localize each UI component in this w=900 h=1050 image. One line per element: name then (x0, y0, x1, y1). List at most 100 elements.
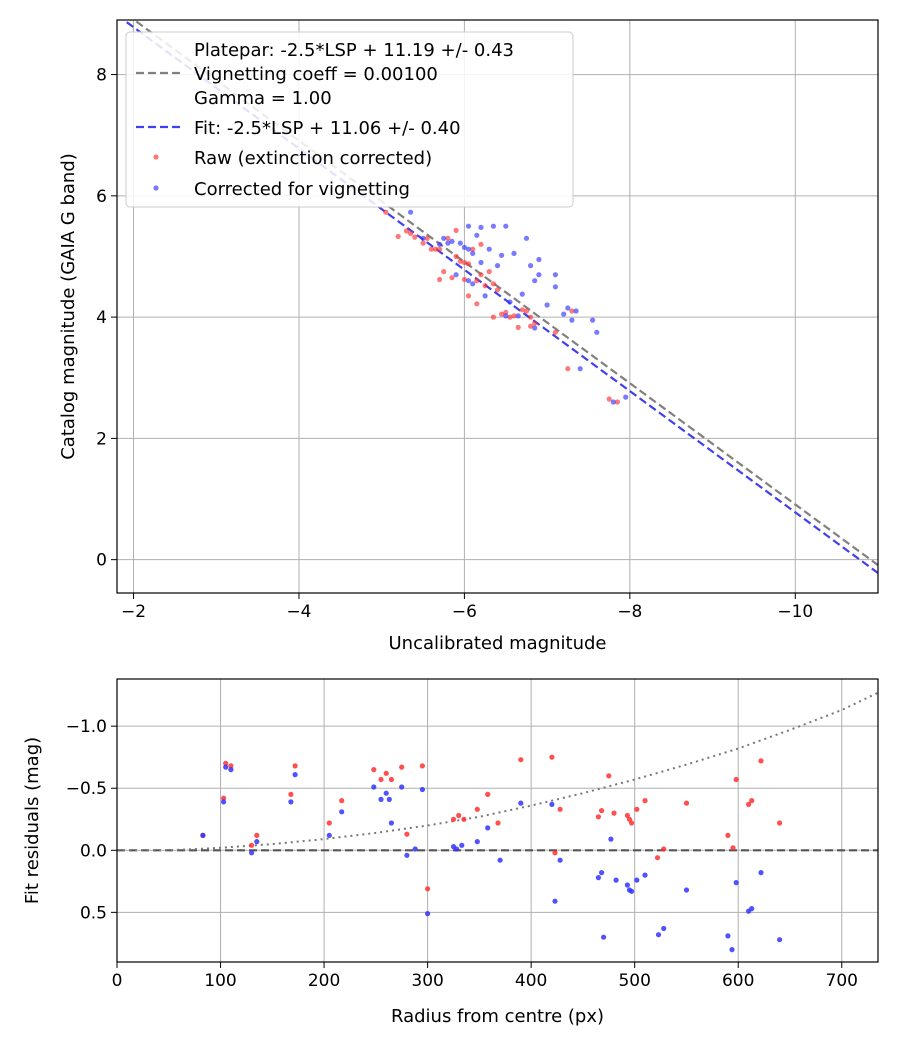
raw-point (254, 832, 260, 839)
corrected-point (661, 925, 667, 932)
raw-point (482, 283, 488, 289)
corrected-point (494, 263, 501, 269)
corrected-point (733, 880, 739, 886)
corrected-point (254, 839, 260, 845)
corrected-point (482, 293, 488, 299)
corrected-point (339, 809, 345, 815)
y-tick-label: 8 (96, 66, 107, 86)
corrected-point (655, 932, 662, 938)
corrected-point (412, 846, 418, 852)
raw-point (490, 314, 496, 320)
raw-point (383, 770, 389, 776)
raw-point (408, 230, 414, 236)
corrected-point (200, 832, 206, 839)
raw-point (461, 259, 467, 266)
corrected-point (445, 240, 451, 246)
legend-box (125, 31, 574, 208)
legend: Platepar: -2.5*LSP + 11.19 +/- 0.43 Vign… (125, 31, 574, 208)
corrected-point (457, 240, 463, 246)
corrected-point (388, 820, 394, 826)
corrected-point (518, 800, 524, 806)
raw-point (725, 832, 731, 839)
y-tick-label: 0 (96, 551, 107, 571)
raw-point (461, 816, 467, 822)
raw-point (518, 757, 524, 763)
raw-point (777, 820, 783, 826)
corrected-point (519, 291, 525, 297)
corrected-point (221, 799, 227, 805)
corrected-point (490, 223, 496, 229)
corrected-point (507, 299, 513, 305)
raw-point (425, 886, 431, 892)
raw-point (528, 314, 534, 320)
top-plot-frame (116, 19, 879, 594)
raw-point (519, 307, 525, 313)
corrected-point (465, 246, 472, 252)
vignetting-line (117, 691, 878, 852)
raw-point (453, 227, 459, 233)
x-tick-label: 0 (112, 971, 123, 991)
raw-point (288, 791, 294, 798)
raw-point (437, 276, 443, 283)
raw-point (437, 246, 443, 252)
raw-point (453, 253, 459, 260)
raw-point (432, 246, 439, 252)
corrected-point (326, 832, 332, 839)
top-y-axis-label: Catalog magnitude (GAIA G band) (58, 153, 79, 460)
corrected-point (511, 250, 517, 256)
raw-point (221, 795, 227, 801)
corrected-point (408, 209, 414, 215)
corrected-point (532, 278, 538, 284)
raw-point (614, 399, 621, 405)
corrected-point (383, 790, 389, 796)
legend-label-platepar: Platepar: -2.5*LSP + 11.19 +/- 0.43 (194, 40, 514, 61)
raw-point (552, 329, 559, 335)
raw-point (395, 233, 401, 240)
corrected-point (459, 842, 465, 848)
corrected-point (749, 906, 755, 912)
raw-point (457, 258, 463, 264)
corrected-point (404, 852, 410, 858)
corrected-point (441, 235, 447, 241)
corrected-point (419, 786, 425, 793)
raw-point (499, 311, 505, 317)
corrected-point (497, 857, 503, 863)
raw-point (507, 314, 513, 320)
raw-point (634, 806, 640, 812)
corrected-point (249, 850, 255, 856)
raw-point (749, 798, 755, 804)
raw-point (470, 246, 476, 252)
x-tick-label: 600 (722, 971, 754, 991)
corrected-point (729, 947, 735, 953)
raw-point (557, 806, 563, 812)
top-x-axis-label: Uncalibrated magnitude (388, 633, 606, 654)
y-tick-label: 0.0 (80, 841, 107, 861)
y-tick-label: 2 (96, 429, 107, 449)
y-tick-label: 4 (96, 308, 107, 328)
corrected-point (288, 799, 294, 805)
raw-point (441, 269, 447, 275)
corrected-point (386, 796, 392, 803)
corrected-point (599, 870, 605, 876)
raw-point (478, 272, 484, 278)
corrected-point (523, 235, 530, 241)
raw-point (428, 246, 434, 252)
bottom-axis-ticks: 0 100 200 300 400 500 600 700 0.5 0.0 −0.5 −1.0 (66, 717, 858, 991)
raw-point (629, 820, 635, 826)
raw-point (733, 776, 739, 783)
raw-point (611, 810, 617, 816)
raw-point (485, 791, 491, 798)
corrected-point (532, 325, 538, 331)
corrected-point (565, 305, 571, 311)
corrected-point (453, 272, 459, 278)
corrected-point (777, 937, 783, 943)
corrected-point (683, 887, 690, 893)
corrected-point (528, 263, 534, 269)
corrected-point (371, 784, 377, 790)
raw-point (292, 763, 298, 769)
raw-point (511, 313, 517, 319)
corrected-point (634, 877, 640, 883)
corrected-point (465, 223, 472, 229)
y-tick-label: 0.5 (80, 903, 107, 923)
corrected-point (454, 846, 460, 852)
